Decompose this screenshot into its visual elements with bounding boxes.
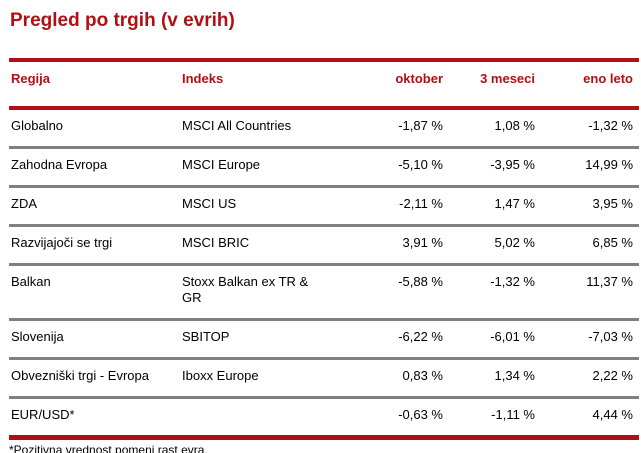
cell-regija: Globalno [11,118,64,133]
cell-enoleto: 2,22 % [592,368,633,383]
cell-indeks: SBITOP [182,329,230,344]
cell-3meseci: 1,34 % [494,368,535,383]
table-row: ZDA MSCI US -2,11 % 1,47 % 3,95 % [9,186,639,226]
table-row: Balkan Stoxx Balkan ex TR & GR -5,88 % -… [9,264,639,320]
cell-3meseci: -1,32 % [490,274,535,289]
cell-oktober: 3,91 % [402,235,443,250]
cell-enoleto: 11,37 % [586,274,633,289]
cell-indeks: MSCI BRIC [182,235,250,250]
cell-3meseci: 5,02 % [494,235,535,250]
cell-oktober: -0,63 % [398,407,443,422]
cell-enoleto: -1,32 % [588,118,633,133]
cell-3meseci: -3,95 % [490,157,535,172]
column-header-3meseci: 3 meseci [480,71,535,86]
table-row: EUR/USD* -0,63 % -1,11 % 4,44 % [9,397,639,438]
cell-indeks: MSCI All Countries [182,118,292,133]
cell-regija: ZDA [11,196,37,211]
cell-enoleto: 4,44 % [592,407,633,422]
cell-oktober: -5,88 % [398,274,443,289]
column-header-regija: Regija [11,71,51,86]
cell-3meseci: -6,01 % [490,329,535,344]
cell-oktober: 0,83 % [402,368,443,383]
cell-oktober: -1,87 % [398,118,443,133]
page-title: Pregled po trgih (v evrih) [10,10,235,31]
cell-oktober: -6,22 % [398,329,443,344]
market-table: Regija Indeks oktober 3 meseci eno leto … [9,58,639,440]
cell-regija: Slovenija [11,329,64,344]
cell-enoleto: 14,99 % [585,157,633,172]
cell-regija: Obvezniški trgi - Evropa [11,368,149,383]
table-row: Zahodna Evropa MSCI Europe -5,10 % -3,95… [9,147,639,187]
cell-3meseci: 1,08 % [494,118,535,133]
cell-3meseci: -1,11 % [491,407,535,422]
cell-indeks: MSCI Europe [182,157,261,172]
column-header-indeks: Indeks [182,71,224,86]
market-overview-page: Pregled po trgih (v evrih) Regija Indeks… [0,10,641,453]
cell-regija: Razvijajoči se trgi [11,235,113,250]
cell-enoleto: 6,85 % [592,235,633,250]
table-row: Globalno MSCI All Countries -1,87 % 1,08… [9,108,639,148]
cell-enoleto: 3,95 % [592,196,633,211]
column-header-enoleto: eno leto [583,71,633,86]
table-row: Razvijajoči se trgi MSCI BRIC 3,91 % 5,0… [9,225,639,265]
cell-enoleto: -7,03 % [588,329,633,344]
table-row: Obvezniški trgi - Evropa Iboxx Europe 0,… [9,358,639,398]
table-header-row: Regija Indeks oktober 3 meseci eno leto [9,60,639,108]
cell-regija: EUR/USD* [11,407,75,422]
cell-regija: Balkan [11,274,51,289]
cell-indeks: MSCI US [182,196,237,211]
table-row: Slovenija SBITOP -6,22 % -6,01 % -7,03 % [9,319,639,359]
cell-oktober: -2,11 % [399,196,443,211]
cell-indeks: Iboxx Europe [182,368,259,383]
cell-indeks: Stoxx Balkan ex TR & GR [182,274,309,305]
cell-3meseci: 1,47 % [494,196,535,211]
cell-regija: Zahodna Evropa [11,157,108,172]
column-header-oktober: oktober [395,71,443,86]
cell-oktober: -5,10 % [398,157,443,172]
cell-indeks [182,398,346,438]
footnote: *Pozitivna vrednost pomeni rast evra. [9,443,208,453]
